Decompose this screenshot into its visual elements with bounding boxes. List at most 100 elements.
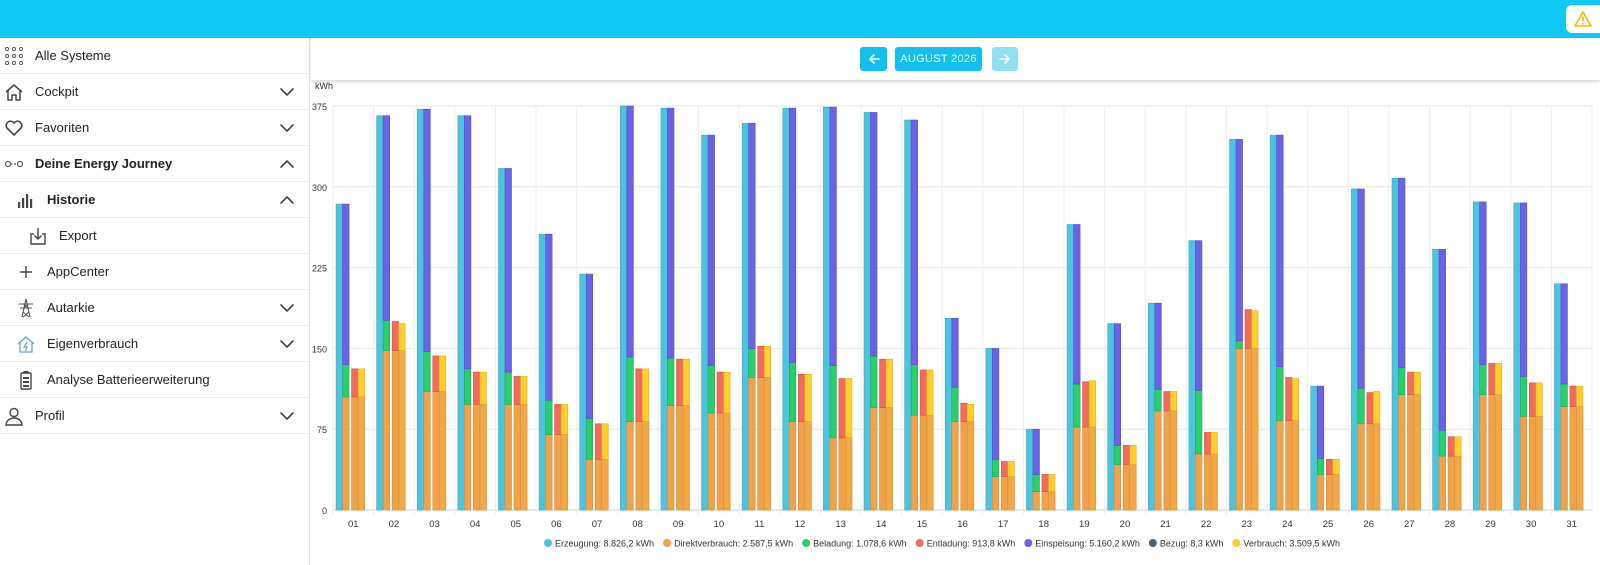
direktverbrauch-bar — [1560, 406, 1568, 511]
direktverbrauch-bar — [1088, 426, 1096, 511]
einspeisung-bar — [829, 106, 837, 366]
legend-swatch — [663, 539, 672, 547]
direktverbrauch-bar — [342, 396, 350, 511]
entladung-bar — [1488, 363, 1496, 396]
heart-icon — [4, 118, 24, 138]
direktverbrauch-bar — [1569, 406, 1577, 511]
direktverbrauch-bar — [885, 407, 893, 511]
beladung-bar — [382, 320, 390, 351]
x-tick-label: 02 — [389, 519, 400, 530]
entladung-bar — [1366, 392, 1374, 425]
x-tick-label: 31 — [1566, 519, 1577, 530]
einspeisung-bar — [788, 107, 797, 363]
direktverbrauch-bar — [707, 412, 715, 511]
x-tick-label: 26 — [1363, 519, 1374, 530]
direktverbrauch-bar — [423, 391, 431, 511]
beladung-bar — [829, 365, 837, 439]
erzeugung-bar — [904, 119, 912, 511]
direktverbrauch-bar — [357, 396, 365, 511]
entladung-bar — [1447, 436, 1455, 457]
sidebar-item-export[interactable]: Export — [0, 218, 309, 254]
sidebar-item-cockpit[interactable]: Cockpit — [0, 74, 309, 110]
einspeisung-bar — [342, 203, 350, 365]
user-icon — [4, 406, 24, 426]
sidebar-item-favoriten[interactable]: Favoriten — [0, 110, 309, 146]
date-navigation: AUGUST 2026 — [311, 38, 1600, 80]
next-month-button[interactable] — [992, 47, 1018, 71]
direktverbrauch-bar — [723, 412, 731, 511]
warning-button[interactable] — [1566, 5, 1600, 33]
legend-swatch — [1148, 539, 1157, 547]
grid-icon — [4, 46, 24, 66]
home-icon — [4, 82, 24, 102]
einspeisung-bar — [504, 168, 512, 373]
sidebar-item-deine-energy-journey[interactable]: Deine Energy Journey — [0, 146, 309, 182]
day-bar-group — [1391, 177, 1421, 511]
sidebar-item-analyse-batterieerweiterung[interactable]: Analyse Batterieerweiterung — [0, 362, 309, 398]
chevron-down-icon — [280, 412, 294, 420]
entladung-bar — [513, 376, 521, 405]
sidebar-item-autarkie[interactable]: Autarkie — [0, 290, 309, 326]
direktverbrauch-bar — [1576, 406, 1584, 511]
beladung-bar — [1195, 390, 1203, 455]
sidebar-item-profil[interactable]: Profil — [0, 398, 309, 434]
einspeisung-bar — [910, 119, 918, 365]
top-header — [0, 0, 1600, 38]
erzeugung-bar — [1432, 248, 1440, 511]
day-bar-group — [1026, 428, 1056, 511]
erzeugung-bar — [944, 317, 953, 511]
x-tick-label: 11 — [754, 519, 764, 530]
erzeugung-bar — [1229, 139, 1237, 511]
sidebar-item-label: AppCenter — [47, 264, 110, 279]
direktverbrauch-bar — [513, 404, 521, 511]
erzeugung-bar — [620, 105, 628, 511]
sidebar-item-appcenter[interactable]: AppCenter — [0, 254, 309, 290]
erzeugung-bar — [1188, 240, 1196, 511]
direktverbrauch-bar — [1438, 455, 1446, 511]
beladung-bar — [788, 362, 797, 422]
direktverbrauch-bar — [1204, 453, 1212, 511]
x-tick-label: 05 — [510, 519, 521, 530]
month-selector-button[interactable]: AUGUST 2026 — [895, 47, 982, 71]
direktverbrauch-bar — [1122, 464, 1131, 511]
direktverbrauch-bar — [682, 405, 690, 511]
sidebar-item-label: Eigenverbrauch — [47, 336, 139, 351]
einspeisung-bar — [1316, 385, 1325, 459]
entladung-bar — [635, 368, 643, 422]
einspeisung-bar — [992, 348, 1000, 460]
direktverbrauch-bar — [642, 421, 650, 511]
sidebar-item-eigenverbrauch[interactable]: Eigenverbrauch — [0, 326, 309, 362]
direktverbrauch-bar — [1129, 464, 1137, 511]
legend-item: Beladung: 1.078,6 kWh — [802, 539, 907, 549]
direktverbrauch-bar — [1170, 410, 1178, 511]
beladung-bar — [748, 348, 756, 378]
journey-icon — [4, 154, 24, 174]
direktverbrauch-bar — [716, 412, 724, 511]
previous-month-button[interactable] — [860, 47, 887, 71]
direktverbrauch-bar — [1398, 394, 1406, 511]
direktverbrauch-bar — [1276, 420, 1284, 511]
direktverbrauch-bar — [1001, 476, 1009, 511]
legend-label: Beladung: 1.078,6 kWh — [813, 539, 907, 549]
day-bar-group — [701, 134, 731, 511]
direktverbrauch-bar — [910, 414, 918, 511]
einspeisung-bar — [1235, 139, 1243, 342]
month-label: AUGUST 2026 — [900, 53, 977, 65]
direktverbrauch-bar — [1325, 474, 1334, 511]
sidebar-item-historie[interactable]: Historie — [0, 182, 309, 218]
direktverbrauch-bar — [870, 407, 878, 511]
erzeugung-bar — [1554, 283, 1562, 511]
sidebar-item-alle-systeme[interactable]: Alle Systeme — [0, 38, 309, 74]
einspeisung-bar — [870, 112, 878, 357]
legend-label: Verbrauch: 3.509,5 kWh — [1243, 539, 1340, 549]
einspeisung-bar — [1195, 240, 1203, 391]
direktverbrauch-bar — [763, 377, 771, 511]
y-tick-label: 225 — [312, 264, 327, 274]
einspeisung-bar — [1032, 428, 1040, 475]
sidebar: Alle Systeme Cockpit Favoriten Deine Energy… — [0, 38, 310, 565]
erzeugung-bar — [1391, 177, 1399, 511]
day-bar-group — [376, 115, 406, 511]
entladung-bar — [1244, 309, 1252, 349]
entladung-bar — [554, 404, 562, 435]
house-bolt-icon — [16, 334, 36, 354]
